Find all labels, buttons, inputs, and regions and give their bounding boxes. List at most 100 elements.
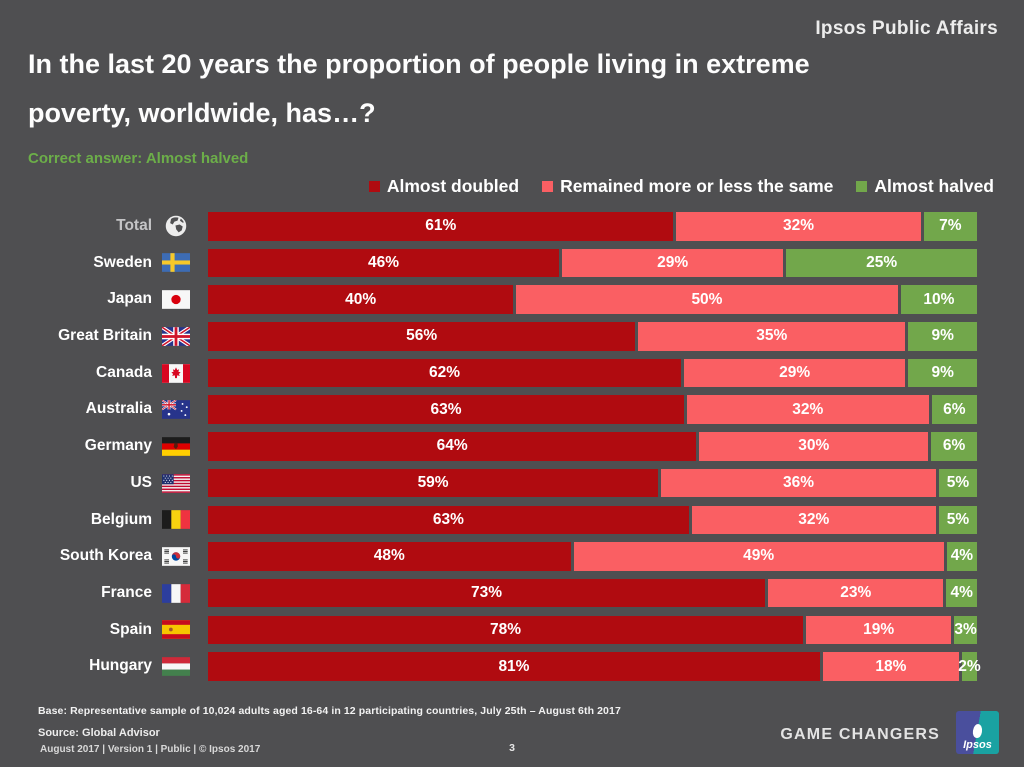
legend-item: Remained more or less the same: [542, 176, 833, 197]
australia-flag-icon: [162, 400, 190, 420]
globe-icon: [162, 216, 190, 237]
bar-segment-remained-more-or-less-the-same: 50%: [516, 285, 898, 314]
ipsos-logo: Ipsos: [956, 711, 999, 754]
bar-segment-remained-more-or-less-the-same: 29%: [561, 248, 784, 278]
bar-group: 64% 30% 6%: [200, 432, 977, 461]
chart-row: Hungary 81% 18% 2%: [28, 652, 981, 681]
bar-segment-almost-halved: 2%: [958, 652, 981, 681]
chart-row: Japan 40% 50% 10%: [28, 285, 977, 314]
legend-item: Almost doubled: [368, 176, 520, 197]
japan-flag-icon: [162, 290, 190, 310]
bar-segment-almost-doubled: 73%: [208, 578, 765, 608]
bar-segment-almost-halved: 10%: [900, 285, 977, 314]
country-label: Japan: [107, 290, 152, 308]
country-label: Australia: [85, 400, 152, 418]
bar-segment-almost-halved: 9%: [908, 322, 977, 351]
bar-group: 63% 32% 6%: [200, 395, 978, 424]
germany-flag-icon: [162, 436, 190, 456]
bar-segment-almost-doubled: 61%: [208, 212, 674, 241]
bar-segment-almost-halved: 5%: [938, 505, 977, 534]
bar-segment-remained-more-or-less-the-same: 36%: [661, 468, 936, 498]
bar-segment-remained-more-or-less-the-same: 23%: [767, 578, 944, 608]
belgium-flag-icon: [162, 510, 190, 530]
country-label: Spain: [109, 620, 152, 638]
bar-segment-almost-doubled: 46%: [208, 248, 559, 278]
legend-swatch-pink: [542, 181, 554, 192]
bar-segment-almost-doubled: 63%: [208, 505, 689, 534]
bar-group: 59% 36% 5%: [200, 468, 978, 498]
bar-segment-remained-more-or-less-the-same: 19%: [806, 615, 952, 645]
chart-legend: Almost doubled Remained more or less the …: [368, 176, 994, 197]
great-britain-flag-icon: [162, 326, 190, 346]
chart-row: South Korea 48% 49% 4%: [28, 542, 977, 571]
bar-segment-remained-more-or-less-the-same: 32%: [686, 395, 929, 424]
bar-group: 73% 23% 4%: [200, 578, 977, 608]
chart-row: US 59% 36% 5%: [28, 468, 978, 498]
footer-base-text: Base: Representative sample of 10,024 ad…: [38, 705, 621, 717]
bar-group: 48% 49% 4%: [200, 542, 977, 571]
chart-row: France 73% 23% 4%: [28, 578, 977, 608]
bar-segment-almost-doubled: 78%: [208, 615, 804, 645]
bar-group: 40% 50% 10%: [200, 285, 977, 314]
country-label: Belgium: [90, 510, 152, 528]
country-label: Great Britain: [58, 327, 152, 345]
bar-segment-remained-more-or-less-the-same: 49%: [573, 542, 944, 571]
bar-segment-remained-more-or-less-the-same: 32%: [691, 505, 936, 534]
page-number: 3: [509, 742, 515, 754]
bar-segment-almost-halved: 4%: [946, 542, 977, 571]
bar-segment-almost-doubled: 40%: [208, 285, 514, 314]
chart-row: Total 61% 32% 7%: [28, 212, 977, 241]
footer-meta-text: August 2017 | Version 1 | Public | © Ips…: [40, 744, 261, 755]
hungary-flag-icon: [162, 657, 190, 677]
bar-group: 62% 29% 9%: [200, 358, 977, 388]
bar-segment-almost-doubled: 63%: [208, 395, 684, 424]
game-changers-tagline: GAME CHANGERS: [780, 726, 940, 743]
chart-row: Australia 63% 32% 6%: [28, 395, 978, 424]
bar-segment-almost-halved: 9%: [908, 358, 977, 388]
brand-text: Ipsos Public Affairs: [815, 18, 998, 39]
country-label: Total: [116, 217, 152, 234]
bar-group: 81% 18% 2%: [200, 652, 981, 681]
bar-segment-almost-doubled: 56%: [208, 322, 636, 351]
us-flag-icon: [162, 473, 190, 493]
legend-item: Almost halved: [856, 176, 994, 197]
bar-segment-almost-halved: 6%: [931, 395, 978, 424]
bar-segment-almost-doubled: 59%: [208, 468, 659, 498]
stacked-bar-chart: Total 61% 32% 7% Sweden 46% 29% 25% Japan 40% 50% 1…: [28, 212, 981, 681]
bar-segment-almost-halved: 7%: [923, 212, 977, 241]
bar-group: 63% 32% 5%: [200, 505, 977, 534]
bar-segment-remained-more-or-less-the-same: 30%: [699, 432, 929, 461]
legend-swatch-green: [856, 181, 868, 192]
page-title-line1: In the last 20 years the proportion of p…: [28, 49, 810, 79]
south-korea-flag-icon: [162, 546, 190, 566]
bar-segment-almost-doubled: 48%: [208, 542, 571, 571]
chart-row: Belgium 63% 32% 5%: [28, 505, 977, 534]
bar-segment-almost-doubled: 64%: [208, 432, 697, 461]
bar-segment-remained-more-or-less-the-same: 32%: [676, 212, 921, 241]
chart-row: Spain 78% 19% 3%: [28, 615, 977, 645]
bar-segment-almost-halved: 25%: [786, 248, 977, 278]
ipsos-logo-text: Ipsos: [963, 739, 992, 751]
bar-segment-almost-halved: 4%: [946, 578, 977, 608]
legend-label: Remained more or less the same: [560, 176, 834, 196]
country-label: Sweden: [93, 253, 152, 271]
chart-row: Great Britain 56% 35% 9%: [28, 322, 977, 351]
page-title: In the last 20 years the proportion of p…: [28, 40, 978, 138]
chart-row: Sweden 46% 29% 25%: [28, 248, 977, 278]
bar-group: 61% 32% 7%: [200, 212, 977, 241]
bar-segment-almost-doubled: 81%: [208, 652, 820, 681]
country-label: US: [130, 473, 152, 491]
correct-answer-text: Correct answer: Almost halved: [28, 150, 249, 167]
france-flag-icon: [162, 583, 190, 603]
sweden-flag-icon: [162, 253, 190, 273]
spain-flag-icon: [162, 620, 190, 640]
chart-row: Germany 64% 30% 6%: [28, 432, 977, 461]
bar-segment-almost-halved: 6%: [931, 432, 977, 461]
bar-group: 46% 29% 25%: [200, 248, 977, 278]
bar-segment-remained-more-or-less-the-same: 29%: [684, 358, 906, 388]
legend-label: Almost halved: [874, 176, 994, 196]
legend-label: Almost doubled: [386, 176, 520, 196]
bar-segment-remained-more-or-less-the-same: 35%: [638, 322, 906, 351]
ipsos-logo-dot-icon: [972, 723, 983, 739]
bar-segment-remained-more-or-less-the-same: 18%: [822, 652, 959, 681]
